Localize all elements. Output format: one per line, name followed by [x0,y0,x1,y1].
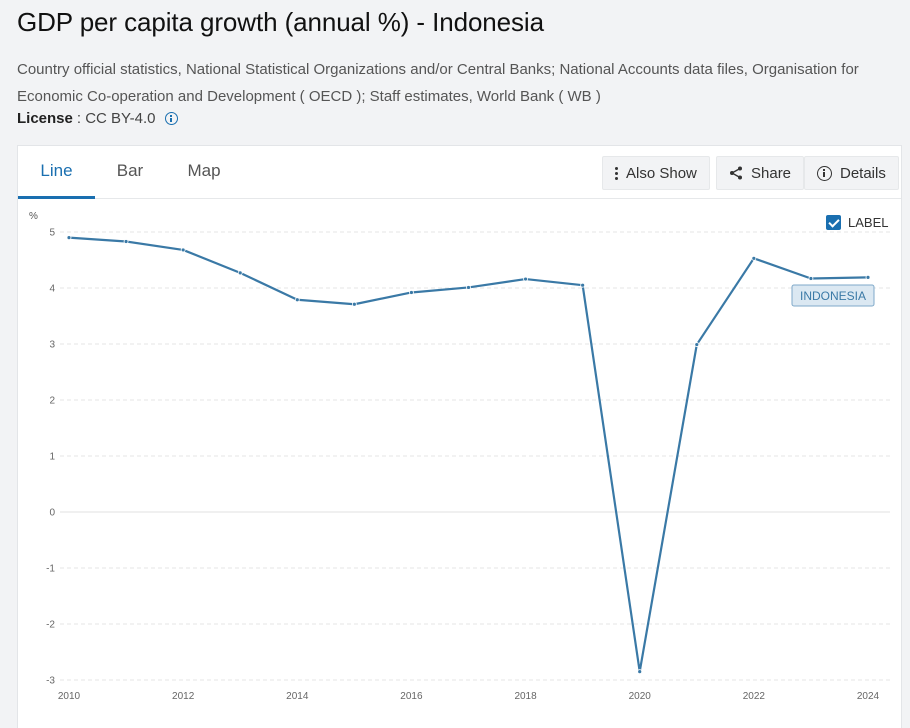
data-point [409,290,414,295]
data-point [351,301,357,307]
tab-line[interactable]: Line [18,146,95,199]
license-row: License : CC BY-4.0 [17,110,178,127]
data-point [66,235,72,241]
share-button[interactable]: Share [716,156,805,190]
more-vertical-icon [615,166,618,180]
tab-map[interactable]: Map [187,161,221,180]
label-checkbox[interactable] [826,215,841,230]
y-tick-label: 5 [49,228,55,239]
data-point [637,669,643,674]
info-icon[interactable] [164,112,178,125]
x-tick-label: 2022 [743,691,766,702]
share-label: Share [751,164,792,182]
data-point [294,297,300,303]
y-tick-label: 2 [49,396,55,407]
data-point [808,276,814,281]
page-title: GDP per capita growth (annual %) - Indon… [17,7,544,37]
data-point [523,276,528,282]
y-tick-label: 1 [49,452,55,463]
share-icon [730,166,742,180]
x-tick-label: 2012 [172,691,195,702]
info-circle-icon [817,165,832,181]
label-toggle-text: LABEL [848,215,889,230]
x-tick-label: 2010 [58,691,81,702]
x-tick-label: 2020 [629,691,652,702]
data-point [466,285,471,290]
view-tabs: Line Bar Map Also Show Share Details [18,146,901,199]
y-axis-label: % [29,211,38,222]
x-tick-label: 2024 [857,691,880,702]
also-show-label: Also Show [626,164,697,182]
details-button[interactable]: Details [804,156,899,190]
chart-card: Line Bar Map Also Show Share Details LAB… [17,145,902,728]
license-value: : CC BY-4.0 [76,110,156,127]
license-label: License [17,110,73,127]
x-tick-label: 2018 [514,691,537,702]
y-tick-label: 4 [49,284,55,295]
series-label: INDONESIA [800,289,866,303]
y-tick-label: -3 [46,676,55,687]
tab-bar[interactable]: Bar [116,161,144,180]
data-point [694,342,700,347]
y-tick-label: 0 [49,508,55,519]
x-tick-label: 2014 [286,691,309,702]
also-show-button[interactable]: Also Show [602,156,710,190]
series-label-box [791,284,875,307]
y-tick-label: 3 [49,340,55,351]
label-toggle[interactable]: LABEL [826,215,888,230]
data-point [751,255,757,261]
data-sources: Country official statistics, National St… [17,61,859,105]
data-point [237,270,243,276]
details-label: Details [840,164,886,182]
series-line [68,236,869,673]
y-tick-label: -2 [46,620,55,631]
x-tick-label: 2016 [400,691,423,702]
data-point [865,274,871,280]
y-tick-label: -1 [46,564,55,575]
data-point [180,247,186,253]
data-point [123,239,129,244]
data-point [580,282,586,288]
